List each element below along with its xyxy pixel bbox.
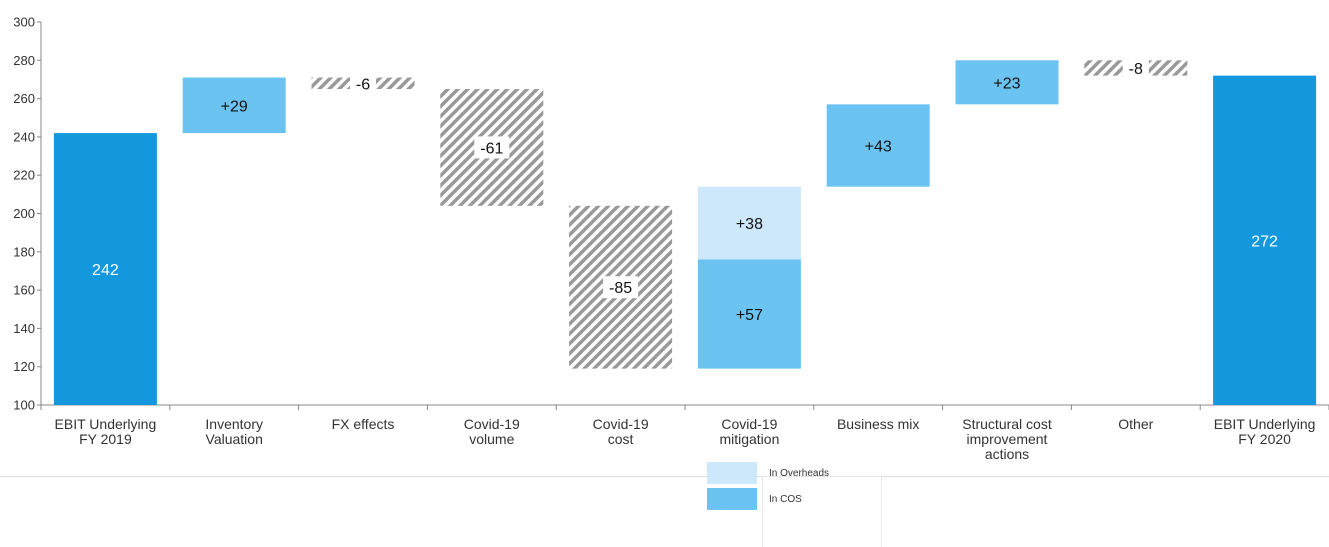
- bar-value-label: +57: [736, 307, 763, 324]
- x-category-label: FX effects: [332, 416, 395, 432]
- legend-label-overheads: In Overheads: [769, 467, 830, 479]
- y-tick-label: 200: [13, 206, 35, 221]
- x-category-label: Other: [1118, 416, 1153, 432]
- bar-value-label: +29: [221, 98, 248, 115]
- bar-increase: [826, 104, 930, 187]
- x-category-label: Covid-19 cost: [593, 416, 649, 447]
- y-tick-label: 140: [13, 321, 35, 336]
- y-tick-label: 100: [13, 398, 35, 413]
- x-category-label: Covid-19 volume: [464, 416, 520, 447]
- y-tick-label: 300: [13, 15, 35, 30]
- legend-label-cos: In COS: [769, 493, 802, 505]
- bar-value-label: 272: [1251, 233, 1278, 250]
- x-category-label: EBIT Underlying FY 2019: [55, 416, 157, 447]
- bar-value-label: -8: [1129, 61, 1143, 78]
- bar-total: [53, 133, 157, 405]
- bar-value-label: -85: [609, 280, 632, 297]
- bar-value-label: 242: [92, 262, 119, 279]
- y-tick-label: 260: [13, 91, 35, 106]
- bar-increase: [182, 77, 286, 134]
- bar-value-label: +23: [993, 75, 1020, 92]
- bar-label-background: [350, 72, 376, 95]
- bar-overheads: [697, 186, 801, 260]
- legend-swatch-overheads: [707, 462, 757, 484]
- y-tick-label: 240: [13, 129, 35, 144]
- bar-value-label: -61: [480, 140, 503, 157]
- y-tick-label: 280: [13, 53, 35, 68]
- bars: [53, 60, 1317, 406]
- x-category-label: Structural cost improvement actions: [962, 416, 1052, 462]
- legend-frame: [762, 476, 882, 547]
- x-category-label: EBIT Underlying FY 2020: [1214, 416, 1316, 447]
- bar-label-background: [603, 276, 639, 299]
- legend-swatch-cos: [707, 488, 757, 510]
- divider-line: [0, 476, 1329, 477]
- y-tick-label: 160: [13, 283, 35, 298]
- x-category-label: Covid-19 mitigation: [719, 416, 779, 447]
- legend-item-overheads: In Overheads: [707, 462, 829, 484]
- x-category-label: Business mix: [837, 416, 919, 432]
- bar-total: [1213, 75, 1317, 406]
- y-tick-label: 180: [13, 244, 35, 259]
- bar-label-background: [474, 136, 510, 159]
- axes: 100 120 140 160 180 200 220 240 260 280 300 EBIT Un…: [13, 15, 1329, 462]
- x-category-label: Inventory Valuation: [205, 416, 263, 447]
- y-tick-label: 220: [13, 168, 35, 183]
- bar-increase: [697, 259, 801, 369]
- bar-value-label: +38: [736, 216, 763, 233]
- legend-item-cos: In COS: [707, 488, 802, 510]
- bar-increase: [955, 60, 1059, 105]
- legend: In Overheads In COS: [707, 462, 882, 547]
- bar-value-label: +43: [865, 139, 892, 156]
- bar-value-label: -6: [356, 76, 370, 93]
- y-tick-label: 120: [13, 359, 35, 374]
- bar-labels: 242 +29 -6 -61 -85 +57 +38 +43 +23 -8 272: [92, 56, 1278, 324]
- bar-label-background: [1122, 56, 1149, 79]
